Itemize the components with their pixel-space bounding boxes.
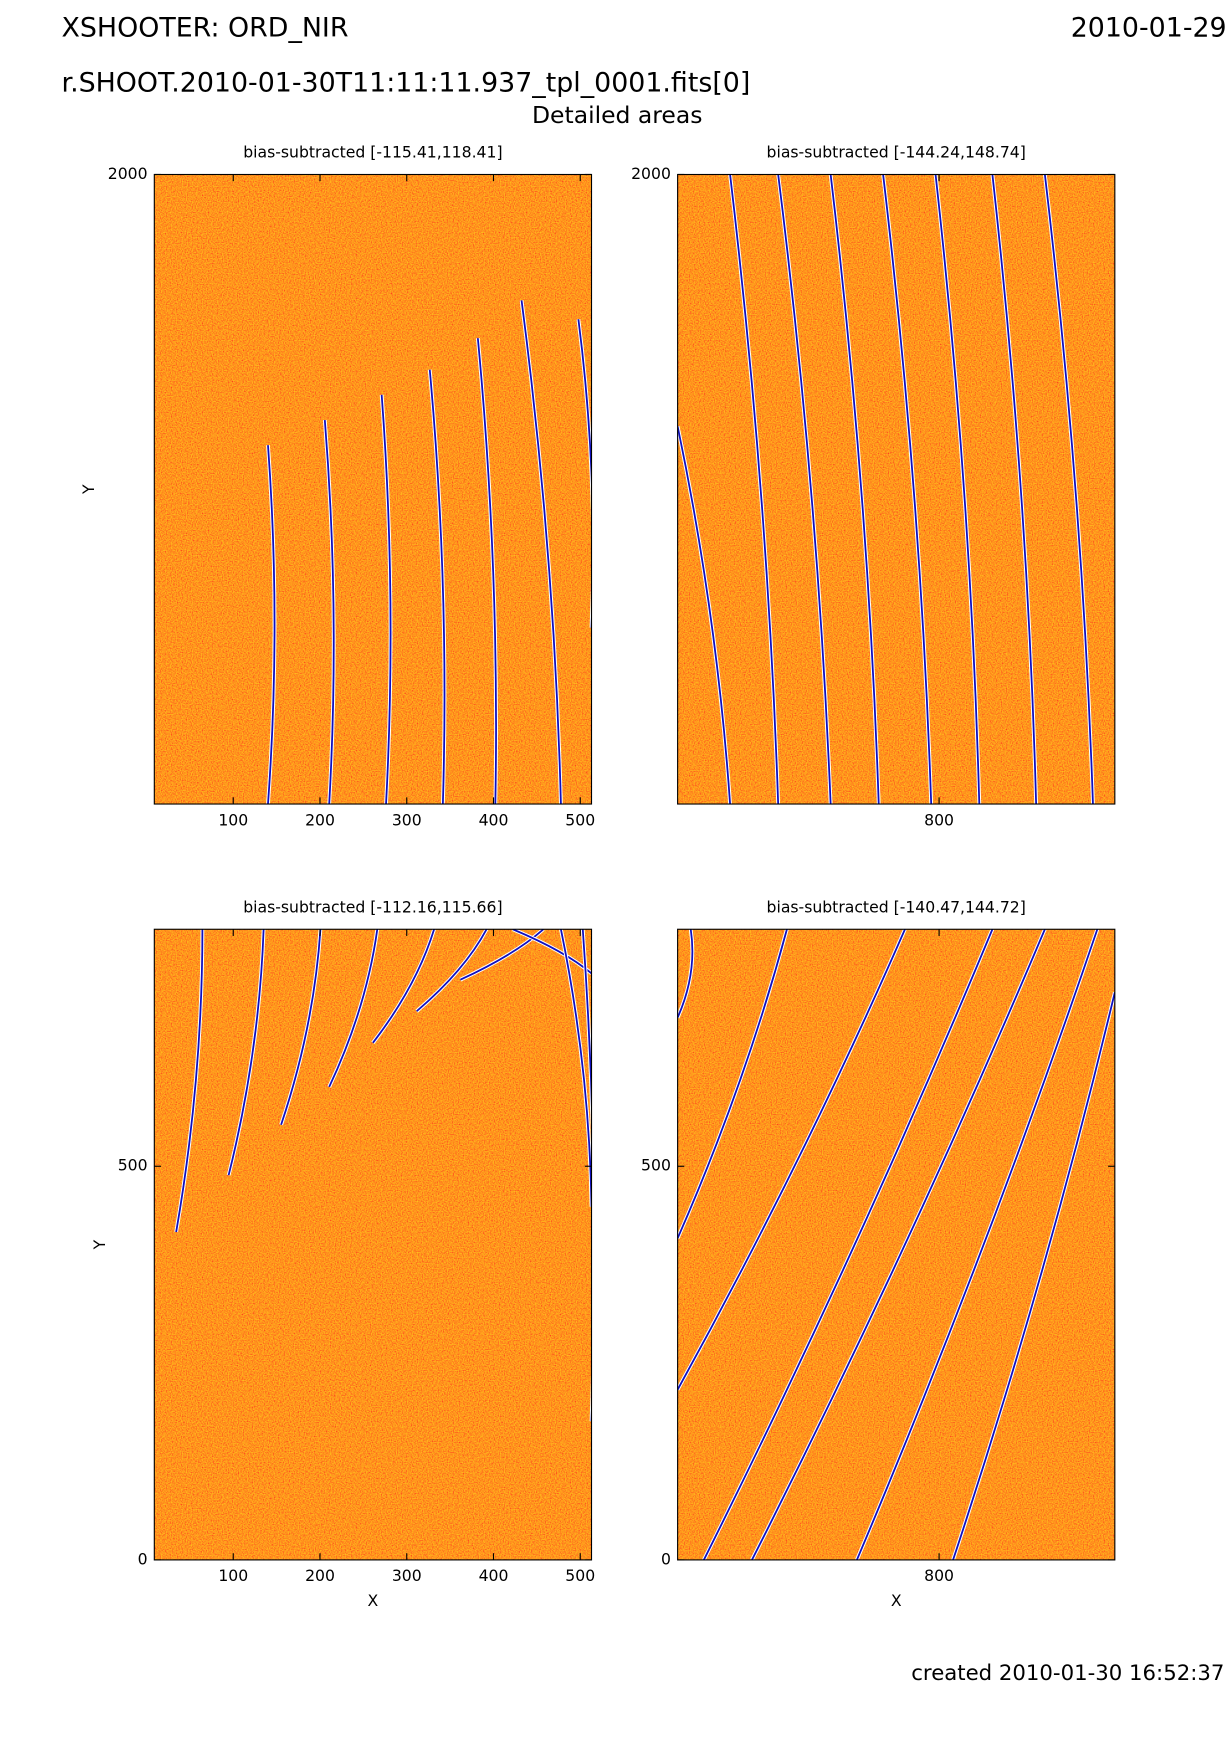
x-tick-label: 200 <box>305 1566 335 1585</box>
y-tick-label: 0 <box>138 1549 148 1568</box>
panel: bias-subtracted [-115.41,118.41] 100 200 30… <box>79 143 595 830</box>
image-noise <box>677 174 1115 805</box>
trace <box>520 300 562 805</box>
x-axis-label: X <box>368 1591 379 1610</box>
trace <box>677 929 694 1018</box>
trace <box>280 929 322 1126</box>
x-tick-label: 300 <box>392 810 422 829</box>
x-tick-label: 500 <box>565 810 595 829</box>
footer: created 2010-01-30 16:52:37 <box>911 1661 1224 1686</box>
panel-title: bias-subtracted [-140.47,144.72] <box>767 898 1026 917</box>
frame <box>677 928 1116 1561</box>
trace <box>416 929 488 1012</box>
image-noise <box>154 929 592 1560</box>
trace <box>560 929 592 1207</box>
panel: bias-subtracted [-112.16,115.66] 100 200 30… <box>90 898 595 1610</box>
x-tick-label: 400 <box>479 810 509 829</box>
frame <box>153 928 593 1561</box>
trace <box>729 174 780 805</box>
panel-title: bias-subtracted [-144.24,148.74] <box>767 143 1026 162</box>
subtitle: Detailed areas <box>532 101 703 129</box>
trace <box>459 929 545 981</box>
trace <box>428 369 446 805</box>
trace <box>703 929 994 1560</box>
trace <box>328 929 379 1088</box>
x-tick-label: 100 <box>218 810 248 829</box>
trace <box>677 929 788 1239</box>
trace <box>380 394 392 805</box>
y-tick-label: 2000 <box>631 164 671 183</box>
trace <box>581 929 592 1422</box>
y-tick-label: 500 <box>641 1156 671 1175</box>
trace <box>1043 174 1094 805</box>
x-tick-label: 800 <box>924 1566 954 1585</box>
traces <box>266 300 592 805</box>
trace <box>677 426 731 805</box>
trace <box>934 174 981 805</box>
x-tick-label: 300 <box>392 1566 422 1585</box>
y-axis-label: Y <box>79 484 98 495</box>
panel-title: bias-subtracted [-115.41,118.41] <box>243 143 502 162</box>
trace <box>476 338 497 805</box>
traces <box>677 174 1095 805</box>
trace <box>751 929 1046 1560</box>
page-title: XSHOOTER: ORD_NIR <box>62 13 349 44</box>
trace <box>323 419 335 805</box>
traces <box>174 929 592 1422</box>
traces <box>677 929 1115 1560</box>
trace <box>227 929 265 1176</box>
y-tick-label: 2000 <box>108 164 148 183</box>
x-tick-label: 800 <box>924 810 954 829</box>
panel-title: bias-subtracted [-112.16,115.66] <box>243 898 502 917</box>
image-noise <box>154 174 592 805</box>
trace <box>267 445 276 805</box>
trace <box>856 929 1099 1560</box>
frame <box>677 173 1116 805</box>
y-axis-label: Y <box>90 1239 109 1250</box>
image-noise <box>677 929 1115 1560</box>
y-tick-label: 500 <box>118 1156 148 1175</box>
trace <box>952 992 1115 1560</box>
x-tick-label: 400 <box>479 1566 509 1585</box>
y-tick-label: 0 <box>661 1549 671 1568</box>
page-date: 2010-01-29 <box>1071 13 1227 44</box>
trace <box>577 319 592 628</box>
panel: bias-subtracted [-144.24,148.74] 800 2000 <box>631 143 1116 829</box>
x-tick-label: 500 <box>565 1566 595 1585</box>
trace <box>777 174 832 805</box>
panel: bias-subtracted [-140.47,144.72] 800 0 500 X <box>641 898 1116 1610</box>
trace <box>372 929 435 1044</box>
x-tick-label: 100 <box>218 1566 248 1585</box>
trace <box>677 929 906 1391</box>
x-axis-label: X <box>891 1591 902 1610</box>
trace <box>829 174 880 805</box>
x-tick-label: 200 <box>305 810 335 829</box>
trace <box>991 174 1038 805</box>
file-name: r.SHOOT.2010-01-30T11:11:11.937_tpl_0001… <box>62 67 751 98</box>
frame <box>153 173 593 805</box>
trace <box>175 929 204 1233</box>
trace <box>882 174 933 805</box>
